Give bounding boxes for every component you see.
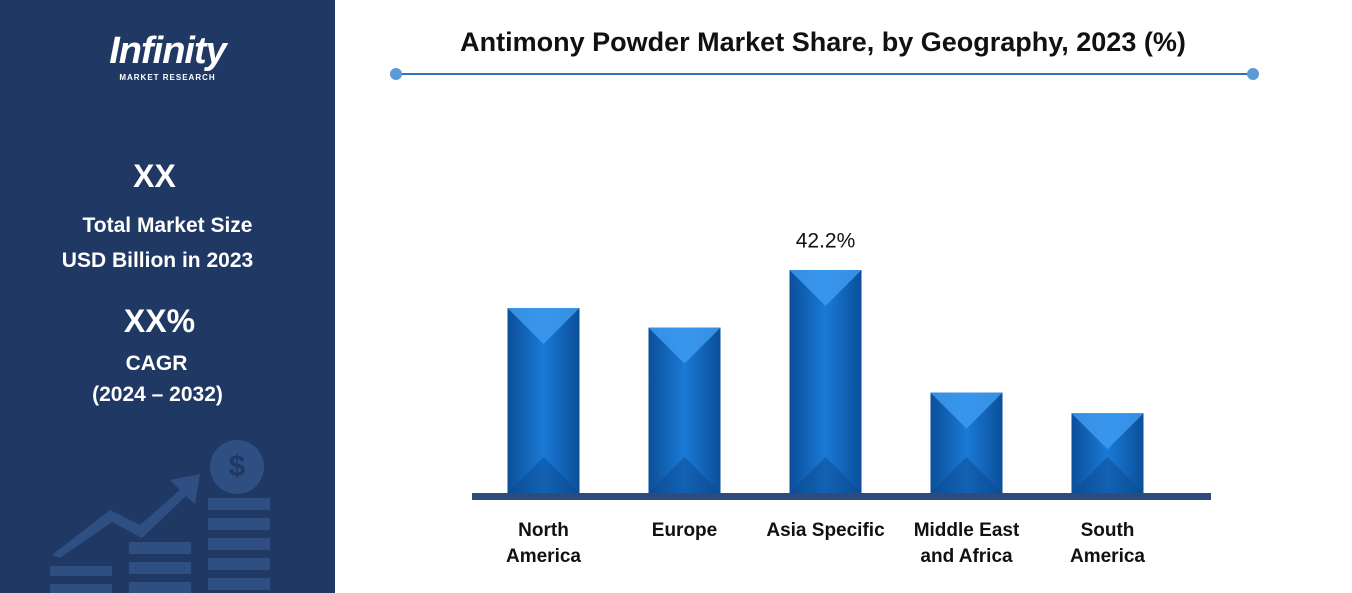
bar-bevel xyxy=(789,270,862,306)
bar-bevel xyxy=(507,457,580,493)
bar-bevel xyxy=(1071,457,1144,493)
bar-bevel xyxy=(930,457,1003,493)
market-size-label: Total Market Size xyxy=(82,214,253,237)
bar-bevel xyxy=(1071,413,1144,450)
cagr-label: CAGR xyxy=(125,352,188,375)
cagr-period: (2024 – 2032) xyxy=(92,383,223,406)
svg-text:$: $ xyxy=(229,450,246,483)
x-tick-label: South America xyxy=(1070,520,1145,567)
bar-bevel xyxy=(789,457,862,493)
chart-title: Antimony Powder Market Share, by Geograp… xyxy=(460,27,1186,57)
logo-sub: MARKET RESEARCH xyxy=(119,73,216,82)
sidebar: $ Infinity MARKET RESEARCH XX Total Mark… xyxy=(0,0,335,593)
title-rule-dot xyxy=(1247,68,1259,80)
cagr: XX% xyxy=(123,303,196,339)
bar xyxy=(789,270,862,493)
title-rule-dot xyxy=(390,68,402,80)
x-tick-label: Europe xyxy=(651,520,718,541)
bar-bevel xyxy=(648,457,721,493)
x-tick-label: Asia Specific xyxy=(766,520,885,541)
bar-bevel xyxy=(930,392,1003,429)
logo: Infinity xyxy=(109,30,227,72)
bar-bevel xyxy=(507,308,580,345)
x-tick-label: Middle East and Africa xyxy=(913,520,1020,567)
value-label: 42.2% xyxy=(796,230,856,253)
baseline xyxy=(472,493,1211,500)
sidebar-art: $ xyxy=(50,440,270,593)
market-size: XX xyxy=(133,158,176,194)
bar-bevel xyxy=(648,327,721,364)
market-size-label: USD Billion in 2023 xyxy=(61,249,254,272)
x-tick-label: North America xyxy=(506,520,581,567)
